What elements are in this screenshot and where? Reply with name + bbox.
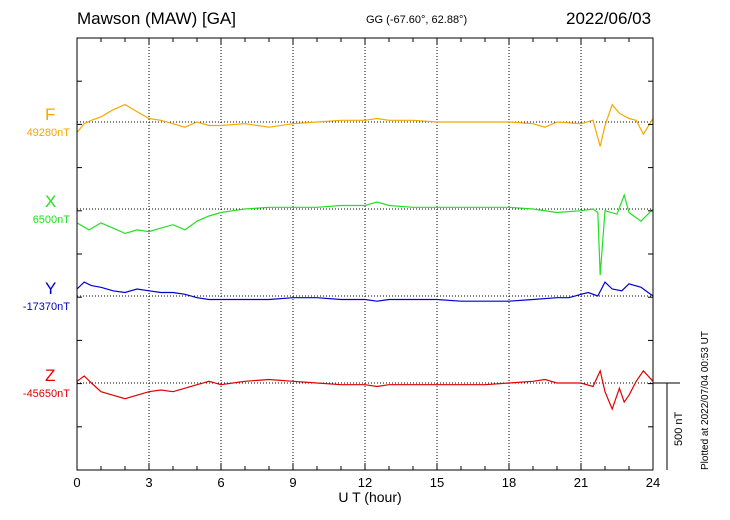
x-tick-label-0: 0 bbox=[73, 475, 80, 490]
date-label: 2022/06/03 bbox=[566, 9, 652, 28]
x-axis-label: U T (hour) bbox=[338, 489, 402, 505]
baseline-value-f: 49280nT bbox=[26, 127, 70, 139]
grid-lines bbox=[148, 38, 582, 470]
x-tick-label-12: 12 bbox=[358, 475, 372, 490]
x-tick-label-21: 21 bbox=[574, 475, 588, 490]
series-line-f bbox=[76, 103, 654, 147]
baseline-value-x: 6500nT bbox=[32, 214, 70, 226]
series-lines bbox=[76, 103, 654, 411]
component-name-f: F bbox=[45, 105, 56, 124]
x-tick-label-6: 6 bbox=[217, 475, 224, 490]
component-name-z: Z bbox=[45, 366, 56, 385]
x-tick-label-24: 24 bbox=[646, 475, 660, 490]
component-name-x: X bbox=[45, 192, 57, 211]
station-title: Mawson (MAW) [GA] bbox=[77, 9, 236, 28]
component-name-y: Y bbox=[45, 279, 57, 298]
baseline-value-y: -17370nT bbox=[22, 301, 70, 313]
x-tick-label-18: 18 bbox=[502, 475, 516, 490]
x-tick-label-9: 9 bbox=[289, 475, 296, 490]
x-tick-label-3: 3 bbox=[145, 475, 152, 490]
series-line-y bbox=[76, 281, 654, 302]
series-line-z bbox=[76, 368, 654, 411]
baseline-value-z: -45650nT bbox=[22, 388, 70, 400]
series-line-x bbox=[76, 193, 654, 276]
station-coordinates: GG (-67.60°, 62.88°) bbox=[366, 14, 468, 26]
axis-ticks: 0 3 6 9 12 15 18 21 24 bbox=[73, 37, 660, 490]
x-tick-label-15: 15 bbox=[430, 475, 444, 490]
scale-bar bbox=[653, 382, 680, 470]
